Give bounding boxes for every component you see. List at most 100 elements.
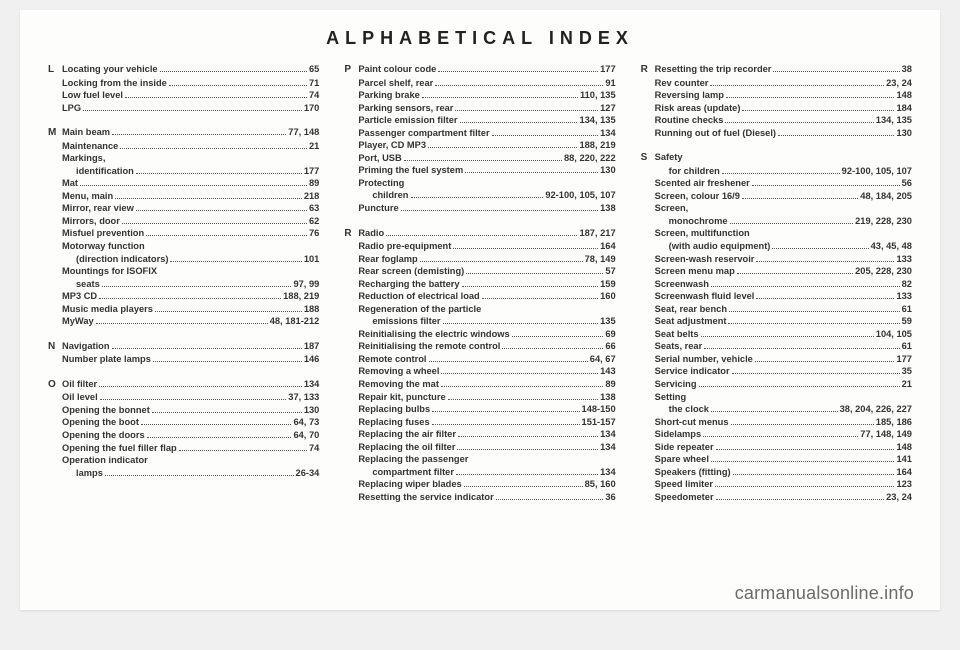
leader-dots xyxy=(83,110,302,111)
entry-page: 74 xyxy=(309,442,319,455)
index-entry: LPG170 xyxy=(48,102,319,115)
entry-label: Motorway function xyxy=(62,240,145,253)
leader-dots xyxy=(742,198,858,199)
index-entry: Removing a wheel143 xyxy=(344,365,615,378)
entry-label: Screen menu map xyxy=(655,265,735,278)
entry-label: (with audio equipment) xyxy=(669,240,771,253)
entry-page: 148-150 xyxy=(582,403,616,416)
entry-page: 187, 217 xyxy=(579,227,615,240)
entry-page: 188 xyxy=(304,303,320,316)
entry-label: Mat xyxy=(62,177,78,190)
entry-label: Resetting the trip recorder xyxy=(655,63,772,76)
entry-label: Rev counter xyxy=(655,77,709,90)
index-entry: Menu, main218 xyxy=(48,190,319,203)
entry-label: Rear foglamp xyxy=(358,253,417,266)
index-entry: Servicing21 xyxy=(641,378,912,391)
index-entry: Oil level37, 133 xyxy=(48,391,319,404)
section-letter: L xyxy=(48,63,62,77)
index-entry: Opening the fuel filler flap74 xyxy=(48,442,319,455)
entry-page: 187 xyxy=(304,340,320,353)
leader-dots xyxy=(136,210,307,211)
entry-page: 218 xyxy=(304,190,320,203)
index-entry: Mirrors, door62 xyxy=(48,215,319,228)
leader-dots xyxy=(120,148,307,149)
leader-dots xyxy=(728,323,899,324)
entry-label: Service indicator xyxy=(655,365,730,378)
leader-dots xyxy=(147,437,292,438)
entry-page: 133 xyxy=(896,253,912,266)
leader-dots xyxy=(737,273,853,274)
index-entry: Serial number, vehicle177 xyxy=(641,353,912,366)
entry-page: 164 xyxy=(896,466,912,479)
index-entry: Motorway function xyxy=(48,240,319,253)
entry-page: 101 xyxy=(304,253,320,266)
entry-label: Remote control xyxy=(358,353,426,366)
leader-dots xyxy=(512,336,604,337)
entry-page: 21 xyxy=(309,140,319,153)
entry-page: 110, 135 xyxy=(580,89,616,102)
entry-label: Sidelamps xyxy=(655,428,702,441)
entry-label: Spare wheel xyxy=(655,453,709,466)
leader-dots xyxy=(105,475,294,476)
entry-label: Screen-wash reservoir xyxy=(655,253,755,266)
entry-label: Main beam xyxy=(62,126,110,139)
entry-page: 88, 220, 222 xyxy=(564,152,616,165)
index-section: NNavigation187Number plate lamps146 xyxy=(48,340,319,366)
index-entry: emissions filter135 xyxy=(344,315,615,328)
entry-label: Maintenance xyxy=(62,140,118,153)
entry-page: 130 xyxy=(600,164,616,177)
entry-label: identification xyxy=(76,165,134,178)
leader-dots xyxy=(701,336,874,337)
entry-label: Locating your vehicle xyxy=(62,63,158,76)
index-entry: Rev counter23, 24 xyxy=(641,77,912,90)
index-entry: Repair kit, puncture138 xyxy=(344,391,615,404)
leader-dots xyxy=(453,248,598,249)
entry-page: 92-100, 105, 107 xyxy=(545,189,615,202)
leader-dots xyxy=(435,85,603,86)
index-entry: Radio pre-equipment164 xyxy=(344,240,615,253)
leader-dots xyxy=(401,210,599,211)
index-entry: Parking sensors, rear127 xyxy=(344,102,615,115)
entry-page: 134 xyxy=(600,127,616,140)
index-entry: Player, CD MP3188, 219 xyxy=(344,139,615,152)
leader-dots xyxy=(715,486,894,487)
entry-page: 61 xyxy=(902,340,912,353)
leader-dots xyxy=(457,449,598,450)
index-entry: Mountings for ISOFIX xyxy=(48,265,319,278)
index-entry: Parcel shelf, rear91 xyxy=(344,77,615,90)
entry-label: Recharging the battery xyxy=(358,278,459,291)
index-entry: Operation indicator xyxy=(48,454,319,467)
entry-page: 43, 45, 48 xyxy=(871,240,912,253)
entry-page: 188, 219 xyxy=(579,139,615,152)
index-entry: Screen, xyxy=(641,202,912,215)
section-letter: R xyxy=(344,227,358,241)
index-entry: Regeneration of the particle xyxy=(344,303,615,316)
entry-label: Short-cut menus xyxy=(655,416,729,429)
index-entry: Mirror, rear view63 xyxy=(48,202,319,215)
entry-label: lamps xyxy=(76,467,103,480)
entry-page: 205, 228, 230 xyxy=(855,265,912,278)
leader-dots xyxy=(703,436,858,437)
entry-page: 177 xyxy=(600,63,616,76)
index-entry: Priming the fuel system130 xyxy=(344,164,615,177)
index-entry: MyWay48, 181-212 xyxy=(48,315,319,328)
section-letter: M xyxy=(48,126,62,140)
entry-page: 23, 24 xyxy=(886,491,912,504)
entry-page: 82 xyxy=(902,278,912,291)
leader-dots xyxy=(731,424,874,425)
index-entry: Spare wheel141 xyxy=(641,453,912,466)
entry-page: 65 xyxy=(309,63,319,76)
leader-dots xyxy=(496,499,604,500)
index-entry: Port, USB88, 220, 222 xyxy=(344,152,615,165)
index-entry: RResetting the trip recorder38 xyxy=(641,63,912,77)
leader-dots xyxy=(460,122,578,123)
leader-dots xyxy=(115,198,302,199)
entry-page: 159 xyxy=(600,278,616,291)
entry-page: 64, 73 xyxy=(293,416,319,429)
entry-page: 134 xyxy=(600,441,616,454)
entry-label: Safety xyxy=(655,151,683,164)
entry-page: 61 xyxy=(902,303,912,316)
section-letter: P xyxy=(344,63,358,77)
leader-dots xyxy=(100,399,287,400)
entry-label: Reinitialising the electric windows xyxy=(358,328,509,341)
